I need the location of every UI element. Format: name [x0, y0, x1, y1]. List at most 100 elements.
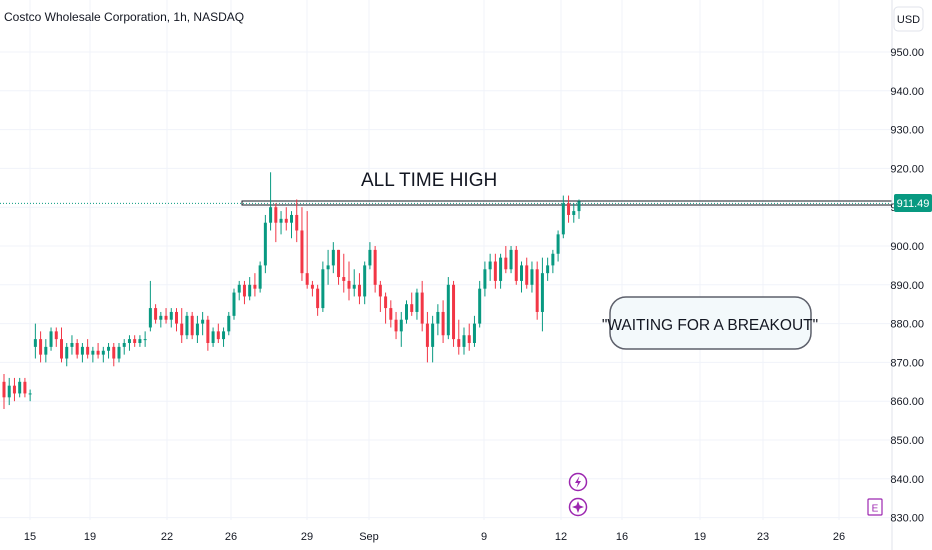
candle — [185, 311, 189, 340]
candle — [415, 288, 419, 320]
candle-body — [107, 346, 111, 351]
candle-body — [567, 203, 571, 215]
candle — [18, 377, 22, 398]
candle-body — [269, 207, 273, 223]
candle-body — [154, 308, 158, 320]
lightning-icon[interactable] — [568, 472, 588, 492]
candle-body — [446, 284, 450, 336]
candle — [316, 284, 320, 316]
candle-body — [80, 346, 84, 355]
candle-body — [316, 288, 320, 309]
candle — [572, 203, 576, 223]
candle-body — [258, 265, 262, 289]
candle — [310, 280, 314, 297]
candle-body — [561, 203, 565, 235]
candle — [117, 343, 121, 363]
candle — [467, 323, 471, 351]
candle — [321, 261, 325, 312]
candle — [357, 273, 361, 305]
candle — [127, 335, 131, 351]
candle-body — [290, 214, 293, 223]
candle — [493, 253, 497, 289]
candle — [509, 246, 513, 274]
candle-body — [169, 311, 173, 320]
candle-body — [117, 346, 121, 359]
currency-button[interactable]: USD — [893, 6, 924, 32]
candle — [363, 261, 367, 305]
candle-body — [201, 319, 205, 324]
candle — [551, 249, 555, 274]
candle — [326, 249, 330, 285]
candle — [86, 339, 90, 359]
candle — [305, 211, 309, 289]
candle-body — [18, 381, 22, 394]
breakout-callout[interactable]: "WAITING FOR A BREAKOUT" — [602, 296, 818, 350]
candle-body — [342, 277, 346, 281]
candle-body — [556, 234, 560, 254]
candle — [222, 327, 226, 347]
candle-body — [405, 304, 408, 320]
ath-label[interactable]: ALL TIME HIGH — [361, 170, 497, 191]
candle-body — [232, 292, 236, 316]
earnings-icon[interactable]: E — [867, 498, 883, 516]
candle-body — [274, 207, 278, 223]
candle — [75, 339, 79, 359]
candle — [7, 377, 11, 406]
candle-body — [222, 331, 226, 340]
candle-body — [425, 323, 429, 347]
candle — [227, 311, 231, 336]
candlestick-series — [2, 172, 581, 409]
candle — [472, 315, 476, 347]
candle-body — [337, 249, 341, 278]
dividend-icon[interactable] — [568, 497, 588, 517]
candle-body — [112, 346, 116, 359]
candle-body — [441, 311, 445, 336]
candle — [457, 319, 461, 355]
candle-body — [28, 393, 32, 395]
candle — [577, 199, 581, 219]
price-axis[interactable]: 830.00 840.00 850.00 860.00 870.00 880.00 890.… — [890, 47, 924, 525]
candle-body — [478, 288, 482, 324]
candle-body — [436, 311, 440, 324]
candle — [175, 308, 178, 332]
candle — [211, 327, 215, 347]
candle — [342, 253, 346, 293]
candle-body — [54, 331, 58, 340]
time-tick-label: 19 — [84, 531, 96, 543]
candle — [206, 315, 210, 351]
candle-body — [143, 339, 147, 341]
candle-body — [23, 381, 27, 394]
candle-body — [284, 218, 288, 223]
candle — [180, 308, 184, 343]
candle-body — [373, 249, 377, 285]
candle-body — [49, 331, 53, 347]
candle — [504, 246, 508, 274]
candle — [520, 261, 523, 293]
candle — [420, 280, 424, 332]
candle — [567, 195, 571, 223]
candle — [478, 280, 482, 328]
candle — [96, 343, 100, 359]
time-axis[interactable]: 15 19 22 26 29 Sep 9 12 16 19 23 26 — [24, 531, 845, 543]
candle — [148, 280, 152, 332]
candle-body — [514, 249, 518, 281]
price-tick-label: 860.00 — [890, 396, 924, 408]
candle — [431, 315, 435, 363]
candle-body — [357, 284, 361, 297]
candle — [514, 246, 518, 285]
candle-body — [483, 269, 487, 289]
candle — [65, 343, 69, 367]
callout-box[interactable] — [609, 296, 812, 350]
candle — [23, 377, 27, 398]
price-tick-label: 930.00 — [890, 125, 924, 137]
candle-body — [44, 346, 48, 355]
candle — [373, 246, 377, 293]
candle-body — [60, 339, 63, 359]
currency-label: USD — [897, 14, 920, 26]
candle-body — [326, 265, 330, 270]
candle — [54, 327, 58, 347]
candle-body — [472, 323, 476, 343]
candle-body — [488, 261, 492, 270]
candle — [190, 311, 194, 340]
